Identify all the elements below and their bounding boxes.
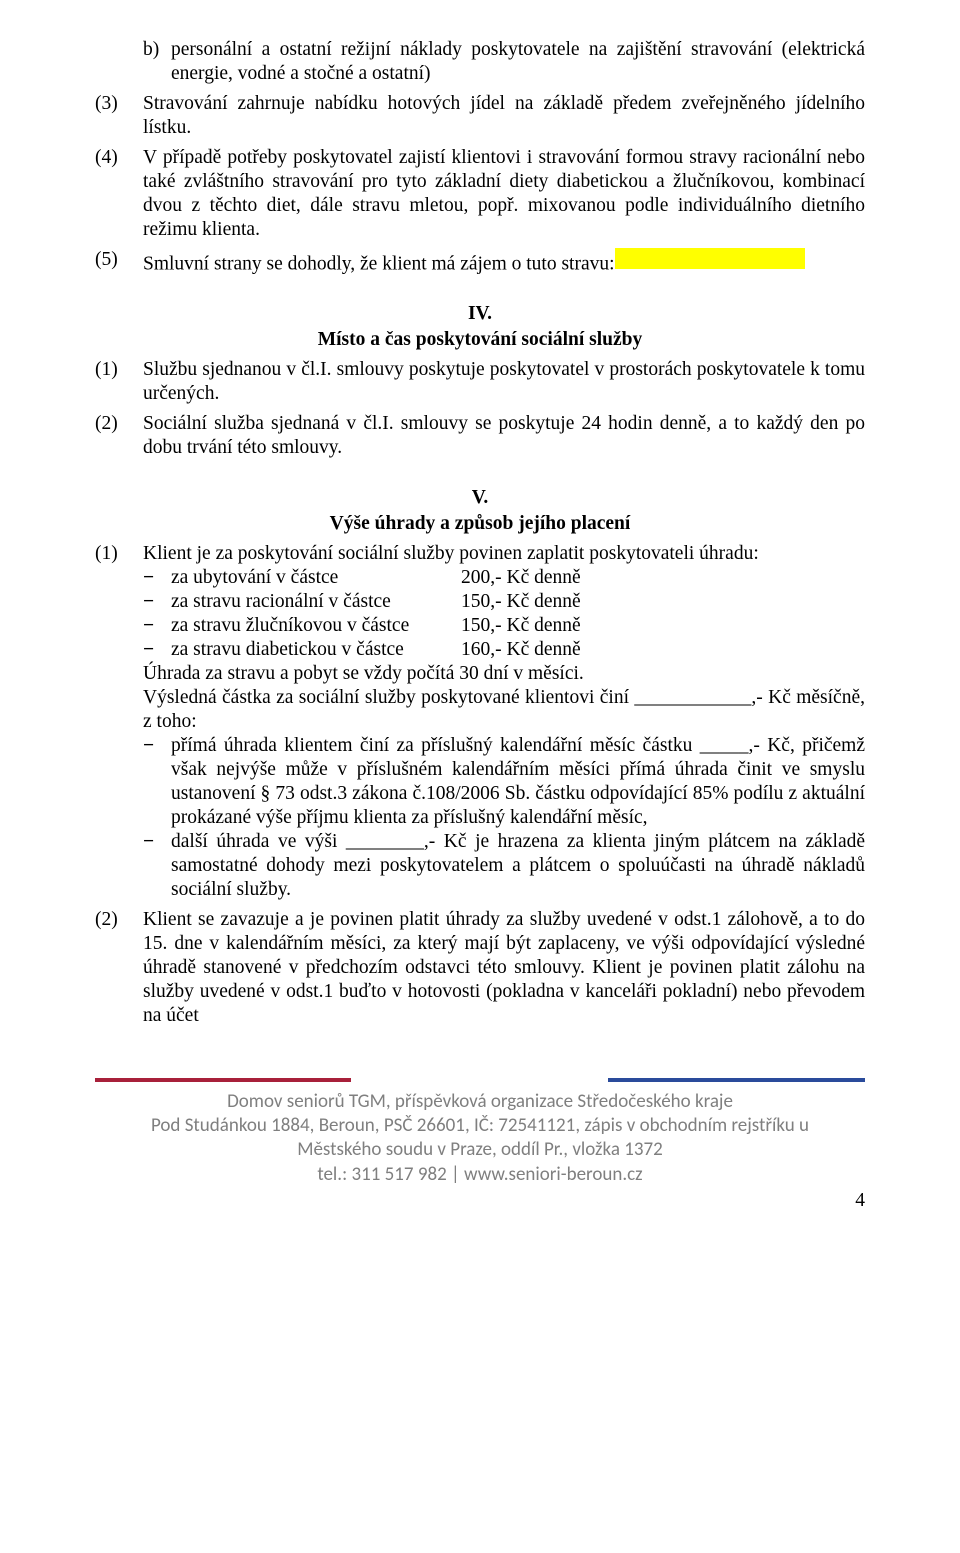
page-footer: Domov seniorů TGM, příspěvková organizac… — [95, 1078, 865, 1187]
dash-icon: − — [143, 566, 171, 590]
para-5-text: Smluvní strany se dohodly, že klient má … — [143, 248, 865, 276]
footer-l2: Pod Studánkou 1884, Beroun, PSČ 26601, I… — [95, 1114, 865, 1138]
sec5-p1-num: (1) — [95, 542, 143, 566]
sec4-p1-num: (1) — [95, 358, 143, 406]
sec4-p2: (2) Sociální služba sjednaná v čl.I. sml… — [95, 412, 865, 460]
price-row: −za stravu diabetickou v částce160,- Kč … — [95, 638, 865, 662]
dash-icon: − — [143, 830, 171, 902]
dash-icon: − — [143, 638, 171, 662]
sec5-p2-num: (2) — [95, 908, 143, 1028]
dash-icon: − — [143, 590, 171, 614]
price-value: 150,- Kč denně — [461, 590, 865, 614]
para-3: (3) Stravování zahrnuje nabídku hotových… — [95, 92, 865, 140]
para-4: (4) V případě potřeby poskytovatel zajis… — [95, 146, 865, 242]
sec4-roman-text: IV. — [468, 303, 492, 324]
para-4-num: (4) — [95, 146, 143, 242]
sec5-uhrada: Úhrada za stravu a pobyt se vždy počítá … — [95, 662, 865, 686]
sec4-p2-num: (2) — [95, 412, 143, 460]
para-3-num: (3) — [95, 92, 143, 140]
sec5-p2-text: Klient se zavazuje a je povinen platit ú… — [143, 908, 865, 1028]
price-label: za ubytování v částce — [171, 566, 461, 590]
price-rows: −za ubytování v částce200,- Kč denně−za … — [95, 566, 865, 662]
para-3-text: Stravování zahrnuje nabídku hotových jíd… — [143, 92, 865, 140]
sec5-roman: V. — [95, 486, 865, 510]
sec4-p2-text: Sociální služba sjednaná v čl.I. smlouvy… — [143, 412, 865, 460]
price-row: −za stravu racionální v částce150,- Kč d… — [95, 590, 865, 614]
para-5-num: (5) — [95, 248, 143, 276]
sec4-title: Místo a čas poskytování sociální služby — [95, 328, 865, 352]
footer-l3: Městského soudu v Praze, oddíl Pr., vlož… — [95, 1138, 865, 1162]
para-5: (5) Smluvní strany se dohodly, že klient… — [95, 248, 865, 276]
para-5-lead: Smluvní strany se dohodly, že klient má … — [143, 253, 615, 274]
highlight-blank — [615, 248, 805, 269]
para-4-text: V případě potřeby poskytovatel zajistí k… — [143, 146, 865, 242]
sec5-p1-lead: Klient je za poskytování sociální služby… — [143, 542, 865, 566]
sec5-title: Výše úhrady a způsob jejího placení — [95, 512, 865, 536]
list-sub-b: b) personální a ostatní režijní náklady … — [95, 38, 865, 86]
page-number: 4 — [95, 1189, 865, 1213]
sec5-d1-text: přímá úhrada klientem činí za příslušný … — [171, 734, 865, 830]
sec4-p1-text: Službu sjednanou v čl.I. smlouvy poskytu… — [143, 358, 865, 406]
sec5-vysledna: Výsledná částka za sociální služby posky… — [95, 686, 865, 734]
sec4-roman: IV. — [95, 302, 865, 326]
sec5-p1: (1) Klient je za poskytování sociální sl… — [95, 542, 865, 566]
dash-icon: − — [143, 614, 171, 638]
dash-icon: − — [143, 734, 171, 830]
sub-b-text: personální a ostatní režijní náklady pos… — [171, 38, 865, 86]
sec5-d1: − přímá úhrada klientem činí za příslušn… — [95, 734, 865, 830]
sec5-p2: (2) Klient se zavazuje a je povinen plat… — [95, 908, 865, 1028]
sec4-p1: (1) Službu sjednanou v čl.I. smlouvy pos… — [95, 358, 865, 406]
price-value: 160,- Kč denně — [461, 638, 865, 662]
sub-b-label: b) — [143, 38, 171, 86]
price-label: za stravu žlučníkovou v částce — [171, 614, 461, 638]
footer-l1: Domov seniorů TGM, příspěvková organizac… — [95, 1090, 865, 1114]
price-row: −za stravu žlučníkovou v částce150,- Kč … — [95, 614, 865, 638]
price-label: za stravu diabetickou v částce — [171, 638, 461, 662]
footer-l4: tel.: 311 517 982 | www.seniori-beroun.c… — [95, 1163, 865, 1187]
price-label: za stravu racionální v částce — [171, 590, 461, 614]
price-row: −za ubytování v částce200,- Kč denně — [95, 566, 865, 590]
sec5-roman-text: V. — [472, 487, 488, 508]
sec5-d2: − další úhrada ve výši ________,- Kč je … — [95, 830, 865, 902]
price-value: 150,- Kč denně — [461, 614, 865, 638]
sec5-d2-text: další úhrada ve výši ________,- Kč je hr… — [171, 830, 865, 902]
price-value: 200,- Kč denně — [461, 566, 865, 590]
